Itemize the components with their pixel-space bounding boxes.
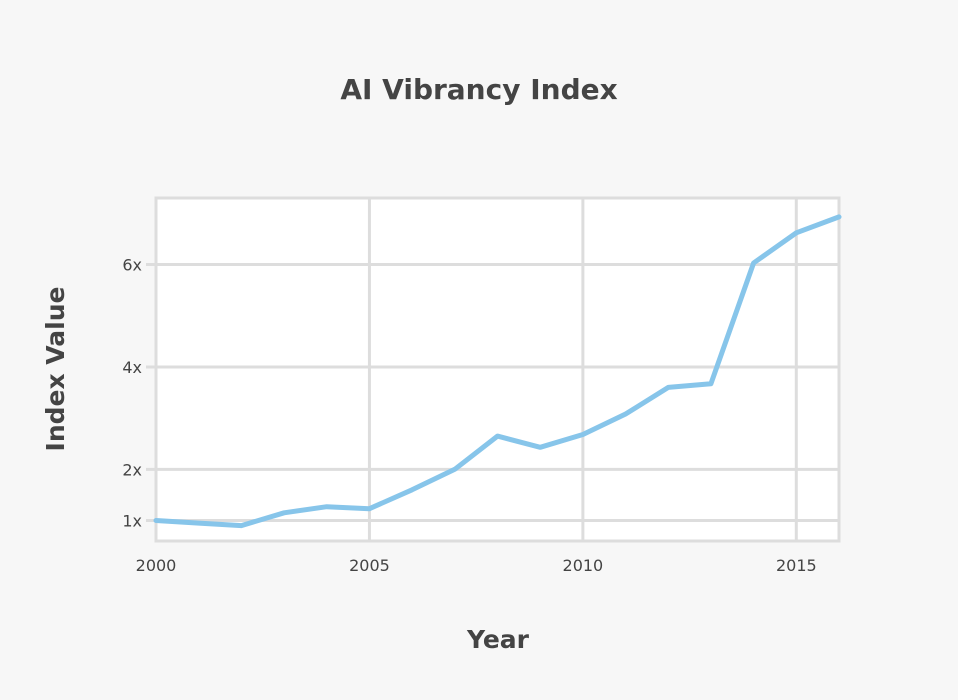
y-tick-label: 4x — [122, 358, 142, 377]
x-tick-label: 2005 — [349, 556, 390, 575]
x-tick-label: 2010 — [563, 556, 604, 575]
y-tick-label: 1x — [122, 512, 142, 531]
plot-area — [154, 196, 841, 543]
series-line — [153, 214, 842, 529]
y-tick-label: 6x — [122, 256, 142, 275]
x-tick-label: 2015 — [776, 556, 817, 575]
chart-title: AI Vibrancy Index — [340, 73, 617, 106]
series-layer — [153, 214, 842, 529]
x-axis-label: Year — [466, 625, 530, 654]
tick-labels: 2000 2005 2010 2015 1x 2x 4x 6x — [122, 256, 816, 575]
y-axis-label: Index Value — [41, 287, 70, 452]
y-tick-label: 2x — [122, 460, 142, 479]
x-tick-label: 2000 — [136, 556, 177, 575]
